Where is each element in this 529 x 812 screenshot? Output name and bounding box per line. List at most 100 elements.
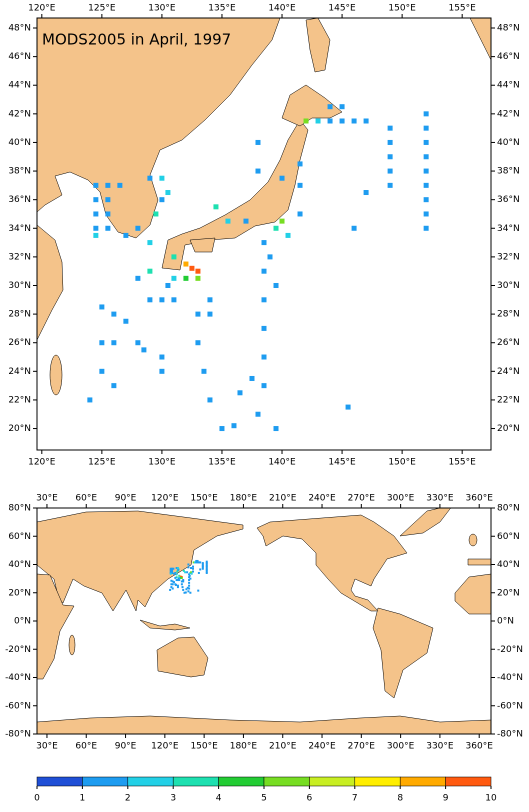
observation-cell: [172, 567, 175, 570]
x-tick-label: 125°E: [88, 4, 116, 14]
observation-cell: [171, 297, 177, 303]
observation-cell: [205, 563, 208, 566]
y-tick-label: 30°N: [497, 281, 520, 291]
y-tick-label: 42°N: [8, 109, 31, 119]
x-tick-label: 155°E: [448, 458, 476, 468]
observation-cell: [174, 571, 177, 574]
observation-cell: [327, 104, 333, 110]
observation-cell: [423, 182, 429, 188]
observation-cell: [423, 125, 429, 131]
x-tick-label: 140°E: [268, 4, 296, 14]
observation-cell: [205, 569, 208, 572]
observation-cell: [93, 211, 99, 217]
x-tick-label: 300°E: [387, 494, 415, 504]
colorbar-swatch: [309, 776, 356, 787]
observation-cell: [297, 182, 303, 188]
observation-cell: [180, 576, 183, 579]
observation-cell: [147, 240, 153, 246]
y-tick-label: 40°N: [8, 560, 31, 570]
observation-cell: [423, 225, 429, 231]
y-tick-label: 40°N: [497, 138, 520, 148]
y-tick-label: 28°N: [8, 310, 31, 320]
observation-cell: [176, 579, 179, 582]
observation-cell: [105, 211, 111, 217]
observation-cell: [387, 154, 393, 160]
colorbar-label: 8: [397, 794, 403, 804]
observation-cell: [117, 182, 123, 188]
observation-cell: [303, 118, 309, 124]
x-tick-label: 210°E: [269, 742, 297, 752]
observation-cell: [255, 139, 261, 145]
y-tick-label: 48°N: [497, 24, 520, 34]
x-tick-label: 130°E: [148, 458, 176, 468]
observation-cell: [105, 197, 111, 203]
y-tick-label: 60°N: [8, 532, 31, 542]
x-tick-label: 145°E: [328, 4, 356, 14]
observation-cell: [93, 197, 99, 203]
observation-cell: [182, 580, 185, 583]
observation-cell: [190, 572, 193, 575]
observation-cell: [249, 375, 255, 381]
observation-cell: [99, 340, 105, 346]
y-tick-label: 44°N: [8, 81, 31, 91]
x-tick-label: 125°E: [88, 458, 116, 468]
observation-cell: [261, 240, 267, 246]
observation-cell: [255, 168, 261, 174]
y-tick-label: 20°N: [8, 588, 31, 598]
observation-cell: [105, 182, 111, 188]
observation-cell: [195, 311, 201, 317]
observation-cell: [205, 566, 208, 569]
observation-cell: [261, 268, 267, 274]
observation-cell: [153, 211, 159, 217]
observation-cell: [201, 368, 207, 374]
observation-cell: [170, 579, 173, 582]
observation-cell: [171, 587, 174, 590]
observation-cell: [190, 567, 193, 570]
colorbar-swatch: [36, 776, 83, 787]
x-tick-label: 120°E: [151, 494, 179, 504]
colorbar-label: 10: [485, 794, 497, 804]
observation-cell: [175, 573, 178, 576]
observation-cell: [111, 311, 117, 317]
observation-cell: [423, 154, 429, 160]
x-tick-label: 60°E: [75, 494, 97, 504]
observation-cell: [219, 426, 225, 432]
observation-cell: [231, 423, 237, 429]
observation-cell: [159, 175, 165, 181]
y-tick-label: 22°N: [497, 395, 520, 405]
colorbar-swatch: [127, 776, 174, 787]
observation-cell: [327, 118, 333, 124]
observation-cell: [159, 197, 165, 203]
observation-cell: [147, 175, 153, 181]
y-tick-label: -60°N: [5, 701, 31, 711]
observation-cell: [171, 569, 174, 572]
observation-cell: [273, 282, 279, 288]
global-land: [37, 508, 491, 734]
observation-cell: [174, 583, 177, 586]
observation-cell: [201, 562, 204, 565]
x-tick-label: 240°E: [308, 742, 336, 752]
observation-cell: [179, 576, 182, 579]
y-tick-label: 20°N: [497, 588, 520, 598]
observation-cell: [123, 318, 129, 324]
observation-cell: [176, 584, 179, 587]
observation-cell: [185, 588, 188, 591]
observation-cell: [243, 218, 249, 224]
observation-cell: [93, 182, 99, 188]
observation-cell: [184, 571, 187, 574]
observation-cell: [141, 347, 147, 353]
observation-cell: [189, 591, 192, 594]
observation-cell: [178, 574, 181, 577]
x-tick-label: 150°E: [190, 742, 218, 752]
observation-cell: [363, 118, 369, 124]
colorbar-label: 9: [443, 794, 449, 804]
y-tick-label: 38°N: [497, 167, 520, 177]
observation-cell: [192, 565, 195, 568]
colorbar-swatch: [445, 776, 492, 787]
x-tick-label: 130°E: [148, 4, 176, 14]
observation-cell: [225, 218, 231, 224]
observation-cell: [261, 354, 267, 360]
observation-cell: [175, 576, 178, 579]
y-tick-label: 34°N: [8, 224, 31, 234]
